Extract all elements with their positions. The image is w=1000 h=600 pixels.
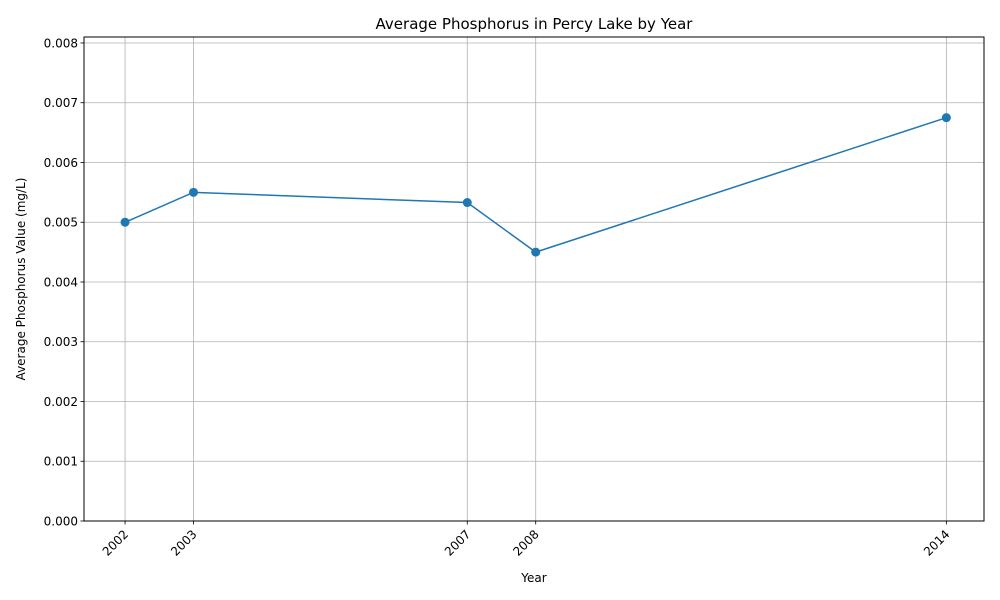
data-point [189, 187, 199, 197]
grid [84, 37, 984, 522]
y-tick-label: 0.004 [44, 275, 78, 289]
data-point [462, 198, 472, 208]
y-tick-label: 0.002 [44, 395, 78, 409]
series-layer [120, 113, 951, 257]
y-axis: 0.000 0.001 0.002 0.003 0.004 0.005 0.006 0.007… [44, 36, 84, 529]
data-point [531, 247, 541, 257]
x-axis-label: Year [520, 571, 546, 585]
y-tick-label: 0.003 [44, 335, 78, 349]
chart-title: Average Phosphorus in Percy Lake by Year [376, 15, 694, 33]
data-point [941, 113, 951, 123]
y-tick-label: 0.007 [44, 96, 78, 110]
y-tick-label: 0.001 [44, 455, 78, 469]
axes-frame [83, 36, 985, 522]
data-point [120, 217, 130, 227]
y-tick-label: 0.008 [44, 36, 78, 50]
y-tick-label: 0.000 [44, 515, 78, 529]
y-tick-label: 0.005 [44, 216, 78, 230]
y-tick-label: 0.006 [44, 156, 78, 170]
y-axis-label: Average Phosphorus Value (mg/L) [14, 178, 28, 381]
